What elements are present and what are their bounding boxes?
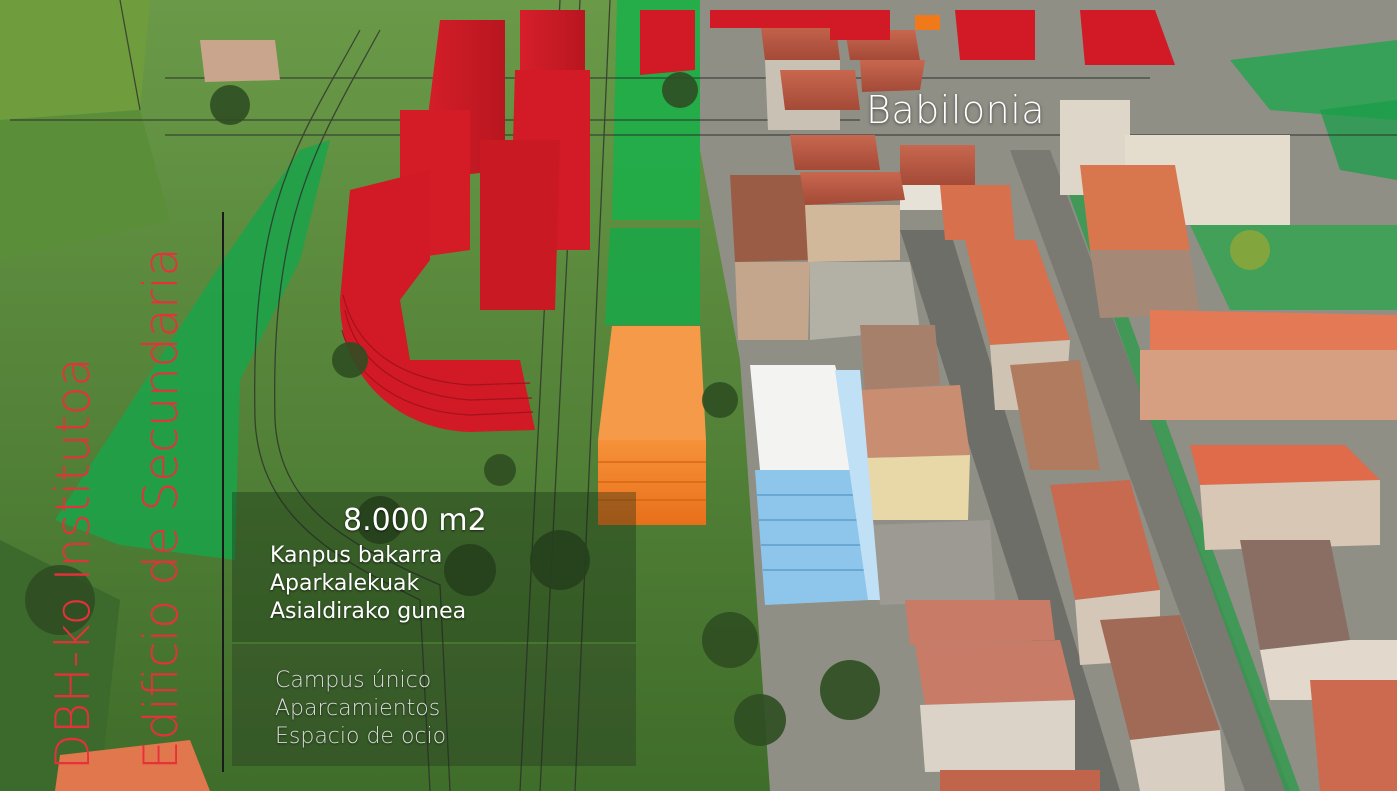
planned-residential-buildings [340, 10, 1175, 432]
green-zone-left [55, 140, 330, 560]
feature-item: Aparcamientos [275, 696, 441, 721]
existing-buildings [55, 20, 1397, 791]
feature-item: Aparkalekuak [270, 571, 420, 596]
planned-school-building [598, 326, 706, 525]
info-panel-basque [232, 492, 636, 642]
features-spanish: Campus único Aparcamientos Espacio de oc… [275, 667, 446, 751]
title-divider [222, 212, 224, 772]
project-title: DBH-ko Institutoa Edificio de Secundaria [30, 248, 206, 770]
features-basque: Kanpus bakarra Aparkalekuak Asialdirako … [270, 542, 466, 626]
title-spanish: Edificio de Secundaria [134, 247, 189, 770]
feature-item: Espacio de ocio [275, 724, 447, 749]
feature-item: Campus único [275, 668, 432, 693]
existing-school-building [750, 365, 880, 605]
area-value: 8.000 m2 [343, 503, 487, 538]
title-basque: DBH-ko Institutoa [46, 357, 101, 770]
info-panel-spanish [232, 644, 636, 766]
feature-item: Kanpus bakarra [270, 543, 443, 568]
neighborhood-label: Babilonia [866, 88, 1046, 132]
feature-item: Asialdirako gunea [270, 599, 467, 624]
